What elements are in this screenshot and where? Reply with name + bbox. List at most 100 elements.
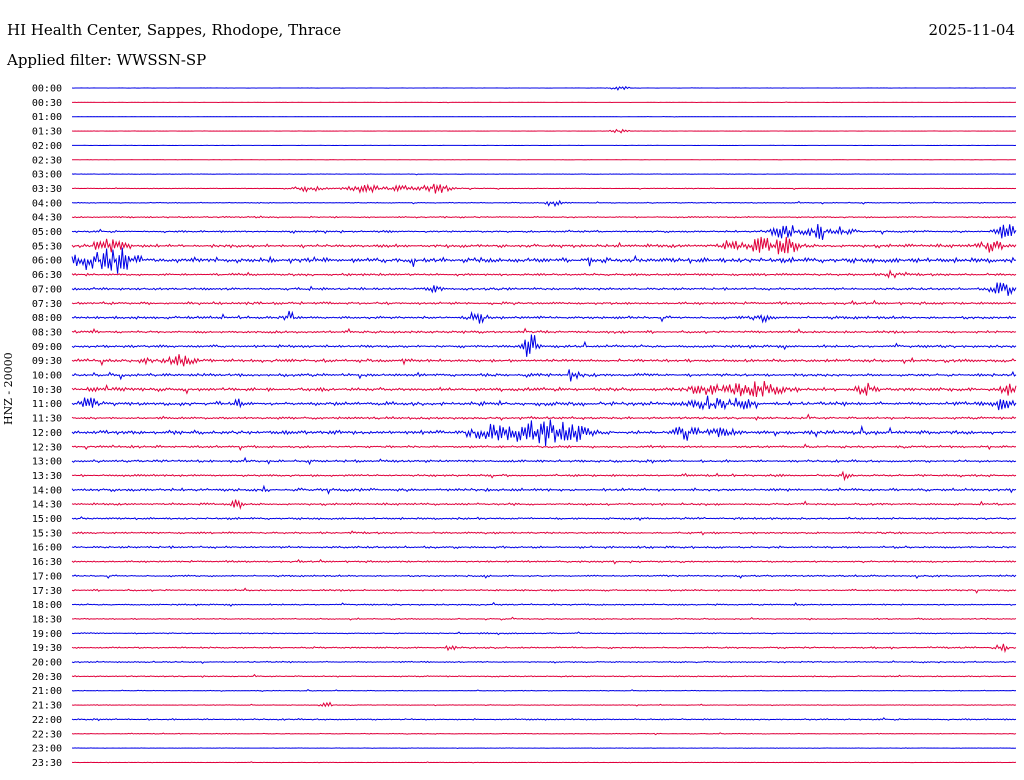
row-label: 06:00 (32, 256, 62, 267)
trace-line (71, 470, 1017, 482)
trace-line (71, 101, 1017, 104)
trace-line (71, 574, 1017, 580)
row-label: 04:00 (32, 198, 62, 209)
row-label: 02:30 (32, 155, 62, 166)
row-label: 10:30 (32, 385, 62, 396)
row-label: 07:30 (32, 299, 62, 310)
row-label: 08:00 (32, 313, 62, 324)
row-label: 19:00 (32, 629, 62, 640)
trace-line (71, 413, 1017, 421)
row-label: 00:30 (32, 98, 62, 109)
row-label: 16:30 (32, 557, 62, 568)
row-label: 20:30 (32, 672, 62, 683)
trace-line (71, 395, 1017, 411)
trace-line (71, 456, 1017, 466)
trace-line (71, 215, 1017, 219)
trace-line (71, 717, 1017, 722)
row-label: 21:30 (32, 701, 62, 712)
trace-line (71, 631, 1017, 636)
trace-line (71, 601, 1017, 607)
row-label: 13:00 (32, 457, 62, 468)
row-label: 22:30 (32, 729, 62, 740)
trace-line (71, 516, 1017, 522)
trace-line (71, 173, 1017, 176)
trace-line (71, 761, 1017, 764)
station-title: HI Health Center, Sappes, Rhodope, Thrac… (7, 21, 342, 39)
row-label: 15:00 (32, 514, 62, 525)
row-label: 00:00 (32, 84, 62, 95)
row-label: 01:00 (32, 112, 62, 123)
trace-line (71, 747, 1017, 750)
trace-line (71, 616, 1017, 621)
filter-line: Applied filter: WWSSN-SP (7, 51, 206, 69)
trace-line (71, 499, 1017, 510)
filter-label: Applied filter: (7, 51, 112, 69)
row-label: 06:30 (32, 270, 62, 281)
row-label: 12:30 (32, 442, 62, 453)
trace-line (71, 660, 1017, 664)
row-label: 04:30 (32, 213, 62, 224)
row-label: 19:30 (32, 643, 62, 654)
trace-line (71, 545, 1017, 550)
row-label: 03:00 (32, 170, 62, 181)
trace-line (71, 673, 1017, 678)
trace-line (71, 236, 1017, 255)
row-label: 15:30 (32, 528, 62, 539)
row-label: 16:00 (32, 543, 62, 554)
row-label: 22:00 (32, 715, 62, 726)
trace-line (71, 85, 1017, 91)
row-label: 05:00 (32, 227, 62, 238)
trace-line (71, 354, 1017, 367)
row-label: 09:30 (32, 356, 62, 367)
trace-line (71, 327, 1017, 335)
trace-line (71, 443, 1017, 451)
row-label: 10:00 (32, 371, 62, 382)
trace-line (71, 128, 1017, 134)
trace-line (71, 310, 1017, 324)
row-label: 17:00 (32, 571, 62, 582)
trace-line (71, 484, 1017, 495)
row-label: 11:00 (32, 399, 62, 410)
trace-line (71, 643, 1017, 654)
trace-line (71, 381, 1017, 398)
trace-line (71, 419, 1017, 447)
trace-line (71, 247, 1017, 274)
trace-line (71, 701, 1017, 708)
trace-line (71, 299, 1017, 306)
trace-line (71, 223, 1017, 240)
row-label: 09:00 (32, 342, 62, 353)
row-label: 12:00 (32, 428, 62, 439)
row-label: 11:30 (32, 414, 62, 425)
trace-line (71, 199, 1017, 208)
trace-line (71, 587, 1017, 594)
trace-line (71, 530, 1017, 536)
trace-line (71, 282, 1017, 296)
row-label: 18:30 (32, 614, 62, 625)
row-label: 13:30 (32, 471, 62, 482)
row-label: 02:00 (32, 141, 62, 152)
row-label: 21:00 (32, 686, 62, 697)
row-label: 23:30 (32, 758, 62, 769)
row-label: 07:00 (32, 284, 62, 295)
row-label: 23:00 (32, 744, 62, 755)
row-label: 17:30 (32, 586, 62, 597)
row-label: 14:30 (32, 500, 62, 511)
trace-line (71, 732, 1017, 736)
filter-name: WWSSN-SP (116, 51, 207, 69)
row-label: 03:30 (32, 184, 62, 195)
row-label: 20:00 (32, 658, 62, 669)
trace-line (71, 269, 1017, 279)
row-label: 01:30 (32, 127, 62, 138)
row-label: 18:00 (32, 600, 62, 611)
trace-line (71, 183, 1017, 194)
trace-line (71, 115, 1017, 118)
record-date: 2025-11-04 (928, 21, 1015, 39)
row-label: 14:00 (32, 485, 62, 496)
trace-line (71, 689, 1017, 693)
row-label: 05:30 (32, 241, 62, 252)
trace-line (71, 369, 1017, 382)
trace-line (71, 558, 1017, 565)
row-label: 08:30 (32, 327, 62, 338)
trace-line (71, 334, 1017, 357)
